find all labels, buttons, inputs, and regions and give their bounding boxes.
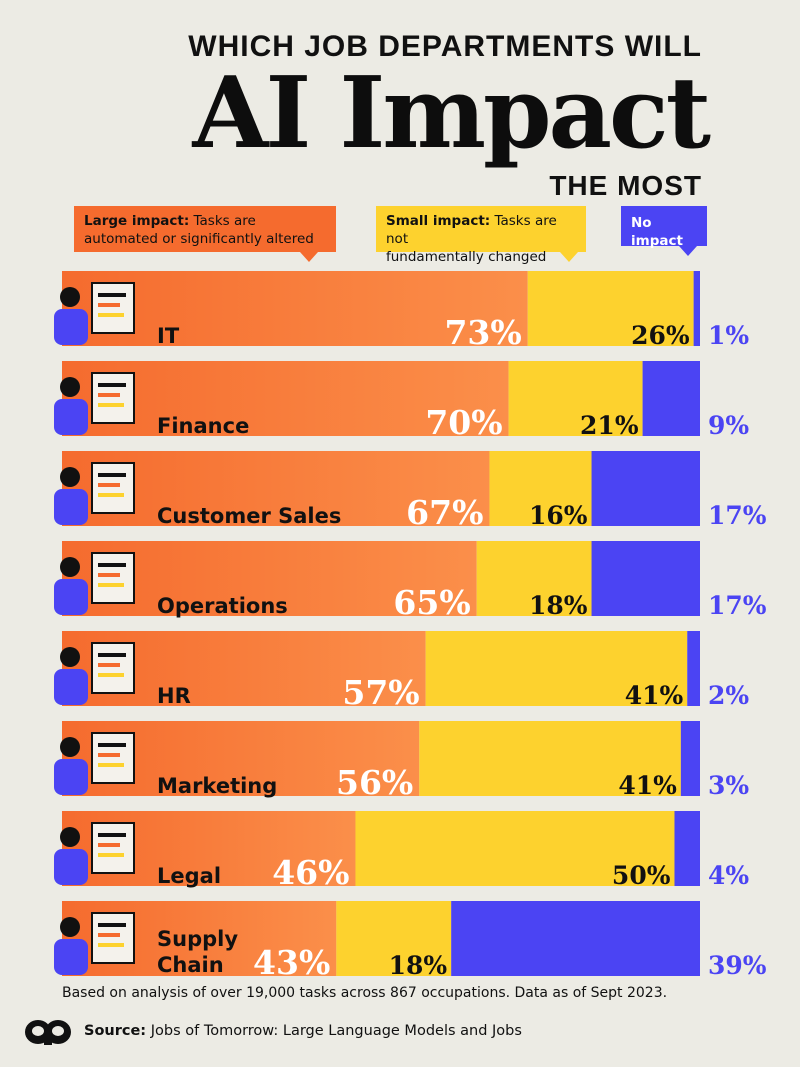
bar-small-impact	[425, 631, 688, 706]
legend-no-impact: No impact	[621, 206, 707, 256]
legend-small-desc-2: fundamentally changed	[386, 249, 547, 265]
bar-no-impact	[693, 271, 700, 346]
footnote: Based on analysis of over 19,000 tasks a…	[62, 985, 668, 1001]
value-label-small: 21%	[580, 411, 639, 440]
value-label-small: 50%	[612, 861, 671, 890]
value-label-small: 26%	[631, 321, 690, 350]
legend-large-label: Large impact:	[84, 213, 190, 229]
bar-no-impact	[451, 901, 700, 976]
source-label: Source:	[84, 1023, 147, 1039]
bar-large-impact	[62, 271, 528, 346]
bar-no-impact	[591, 541, 700, 616]
category-label: HR	[157, 684, 191, 708]
value-label-small: 18%	[529, 591, 588, 620]
category-label: Customer Sales	[157, 504, 341, 528]
hr-illustration	[54, 642, 135, 705]
value-label-none: 17%	[708, 591, 767, 620]
bar-small-impact	[476, 541, 592, 616]
it-worker-illustration	[54, 282, 135, 345]
bar-large-impact	[62, 361, 509, 436]
legend-small-impact: Small impact: Tasks are not fundamentall…	[376, 206, 586, 265]
bar-small-impact	[355, 811, 675, 886]
bar-no-impact	[680, 721, 700, 796]
value-label-none: 1%	[708, 321, 749, 350]
bar-no-impact	[591, 451, 700, 526]
legend-small-label: Small impact:	[386, 213, 491, 229]
value-label-small: 41%	[618, 771, 677, 800]
bar-small-impact	[489, 451, 592, 526]
category-label: Marketing	[157, 774, 277, 798]
value-label-large: 73%	[444, 313, 521, 352]
value-label-small: 16%	[529, 501, 588, 530]
operations-illustration	[54, 552, 135, 615]
bar-no-impact	[687, 631, 700, 706]
legend-large-desc-2: automated or significantly altered	[84, 231, 314, 247]
legend-small-desc-1: Tasks are not	[386, 213, 557, 247]
bar-small-impact	[527, 271, 694, 346]
bar-small-impact	[419, 721, 681, 796]
category-label: Finance	[157, 414, 249, 438]
legend-none-label: No impact	[631, 215, 683, 249]
page-title: AI Impact	[192, 56, 711, 171]
supply-chain-illustration	[54, 912, 135, 975]
value-label-none: 2%	[708, 681, 749, 710]
title-bottom: THE MOST	[549, 170, 702, 201]
finance-illustration	[54, 372, 135, 435]
title-top: WHICH JOB DEPARTMENTS WILL	[188, 30, 702, 63]
category-label: Legal	[157, 864, 221, 888]
value-label-large: 67%	[406, 493, 483, 532]
source-text: Jobs of Tomorrow: Large Language Models …	[146, 1023, 522, 1039]
legend-large-impact: Large impact: Tasks are automated or sig…	[74, 206, 336, 262]
source-line: Source: Jobs of Tomorrow: Large Language…	[84, 1023, 522, 1039]
legend-large-desc-1: Tasks are	[189, 213, 256, 229]
value-label-large: 57%	[342, 673, 419, 712]
bar-no-impact	[674, 811, 700, 886]
value-label-large: 56%	[336, 763, 413, 802]
customer-sales-illustration	[54, 462, 135, 525]
value-label-large: 65%	[393, 583, 470, 622]
category-label: Operations	[157, 594, 288, 618]
bar-small-impact	[508, 361, 643, 436]
value-label-large: 46%	[272, 853, 349, 892]
publisher-logo-icon	[25, 1020, 71, 1045]
value-label-small: 18%	[389, 951, 448, 980]
category-label: Supply Chain	[157, 927, 238, 977]
bar-no-impact	[642, 361, 700, 436]
bar-small-impact	[336, 901, 452, 976]
marketing-illustration	[54, 732, 135, 795]
value-label-large: 43%	[253, 943, 330, 982]
value-label-large: 70%	[425, 403, 502, 442]
value-label-small: 41%	[625, 681, 684, 710]
category-label: IT	[157, 324, 180, 348]
value-label-none: 17%	[708, 501, 767, 530]
legal-illustration	[54, 822, 135, 885]
value-label-none: 3%	[708, 771, 749, 800]
value-label-none: 9%	[708, 411, 749, 440]
value-label-none: 39%	[708, 951, 767, 980]
value-label-none: 4%	[708, 861, 749, 890]
